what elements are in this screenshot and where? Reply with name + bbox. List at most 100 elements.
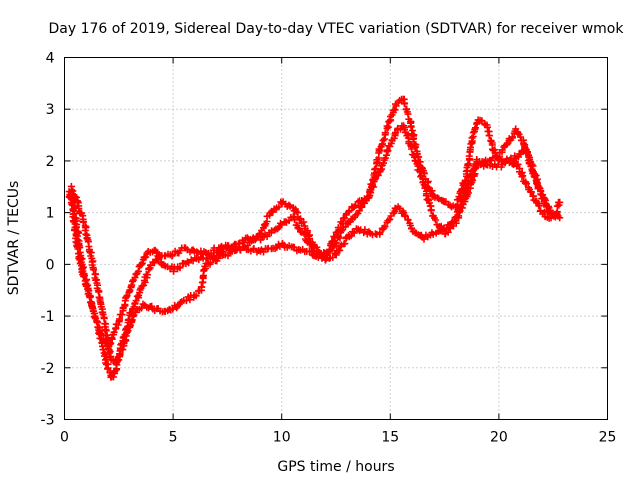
data-point-marker bbox=[278, 199, 286, 207]
y-tick-label: 3 bbox=[46, 102, 55, 118]
data-point-marker bbox=[286, 202, 294, 210]
data-point-marker bbox=[527, 188, 535, 196]
y-tick-label: -3 bbox=[41, 413, 55, 429]
data-point-marker bbox=[291, 216, 298, 224]
data-point-marker bbox=[119, 346, 127, 354]
data-point-marker bbox=[523, 180, 530, 188]
data-point-marker bbox=[300, 218, 308, 226]
data-point-marker bbox=[407, 122, 415, 130]
data-point-marker bbox=[104, 364, 112, 372]
x-tick-label: 5 bbox=[169, 430, 178, 446]
data-point-marker bbox=[133, 292, 141, 300]
data-point-marker bbox=[381, 129, 389, 137]
y-tick-label: 0 bbox=[46, 257, 55, 273]
data-point-marker bbox=[176, 264, 184, 272]
series-track-a bbox=[65, 95, 564, 381]
x-tick-label: 20 bbox=[490, 430, 508, 446]
data-point-marker bbox=[386, 215, 394, 223]
data-point-marker bbox=[539, 194, 547, 202]
series-track-b bbox=[67, 122, 564, 353]
data-point-marker bbox=[553, 202, 561, 210]
data-point-marker bbox=[367, 189, 375, 196]
data-point-marker bbox=[129, 277, 136, 285]
data-point-marker bbox=[416, 168, 424, 175]
data-point-marker bbox=[464, 178, 472, 185]
data-point-marker bbox=[138, 259, 146, 267]
data-point-marker bbox=[285, 201, 293, 209]
data-point-marker bbox=[458, 195, 466, 203]
x-tick-label: 25 bbox=[599, 430, 617, 446]
data-point-marker bbox=[533, 179, 541, 187]
data-point-marker bbox=[355, 207, 363, 215]
data-point-marker bbox=[75, 229, 82, 237]
y-axis-label: SDTVAR / TECUs bbox=[6, 181, 22, 296]
data-point-marker bbox=[462, 185, 470, 193]
data-point-marker bbox=[379, 136, 387, 144]
x-tick-label: 15 bbox=[381, 430, 399, 446]
data-point-marker bbox=[75, 205, 83, 212]
data-point-marker bbox=[509, 133, 516, 141]
data-point-marker bbox=[417, 172, 425, 179]
chart-title: Day 176 of 2019, Sidereal Day-to-day VTE… bbox=[49, 21, 625, 37]
data-point-marker bbox=[69, 187, 77, 195]
data-point-marker bbox=[329, 253, 337, 261]
data-point-marker bbox=[326, 247, 334, 255]
data-point-marker bbox=[331, 233, 339, 241]
data-point-marker bbox=[468, 134, 476, 142]
data-point-marker bbox=[352, 201, 360, 209]
data-point-marker bbox=[142, 253, 150, 261]
data-point-marker bbox=[297, 215, 304, 223]
data-point-marker bbox=[514, 160, 522, 168]
tick-label-layer: 0 5 10 15 20 25 -3 -2 -1 0 1 2 3 4 bbox=[41, 51, 617, 446]
data-point-marker bbox=[427, 206, 435, 214]
data-point-marker bbox=[330, 232, 338, 240]
data-layer bbox=[65, 95, 564, 381]
data-point-marker bbox=[472, 124, 479, 132]
data-point-marker bbox=[341, 240, 349, 247]
data-point-marker bbox=[464, 160, 472, 168]
data-point-marker bbox=[79, 218, 87, 225]
data-point-marker bbox=[547, 214, 555, 222]
data-point-marker bbox=[380, 135, 388, 143]
plot-frame bbox=[64, 57, 608, 420]
data-point-marker bbox=[116, 315, 123, 323]
data-point-marker bbox=[252, 234, 260, 242]
data-point-marker bbox=[450, 217, 458, 225]
data-point-marker bbox=[169, 305, 177, 313]
data-point-marker bbox=[143, 271, 151, 279]
data-point-marker bbox=[376, 146, 384, 154]
data-point-marker bbox=[72, 223, 80, 231]
data-point-marker bbox=[81, 272, 88, 279]
data-point-marker bbox=[383, 122, 391, 130]
data-point-marker bbox=[371, 165, 379, 173]
data-point-marker bbox=[361, 226, 369, 234]
data-point-marker bbox=[485, 132, 493, 140]
data-point-marker bbox=[90, 266, 98, 274]
y-tick-label: 2 bbox=[46, 154, 55, 170]
data-point-marker bbox=[82, 230, 90, 238]
data-point-marker bbox=[182, 297, 190, 305]
data-point-marker bbox=[184, 258, 191, 266]
data-point-marker bbox=[116, 350, 124, 358]
data-point-marker bbox=[381, 222, 389, 230]
data-point-marker bbox=[336, 246, 344, 254]
data-point-marker bbox=[371, 176, 379, 184]
data-point-marker bbox=[71, 193, 79, 201]
data-point-marker bbox=[197, 283, 205, 291]
data-point-marker bbox=[110, 328, 118, 336]
data-point-marker bbox=[530, 172, 538, 180]
data-point-marker bbox=[307, 247, 315, 255]
y-tick-label: -2 bbox=[41, 361, 55, 377]
data-point-marker bbox=[469, 129, 477, 137]
data-point-marker bbox=[478, 158, 486, 166]
data-point-marker bbox=[556, 198, 564, 206]
data-point-marker bbox=[193, 248, 201, 256]
data-point-marker bbox=[452, 213, 460, 221]
data-point-marker bbox=[466, 171, 474, 179]
data-point-marker bbox=[463, 184, 471, 192]
y-tick-label: 4 bbox=[46, 51, 55, 67]
data-point-marker bbox=[110, 373, 117, 381]
data-point-marker bbox=[192, 292, 200, 300]
data-point-marker bbox=[392, 102, 400, 110]
